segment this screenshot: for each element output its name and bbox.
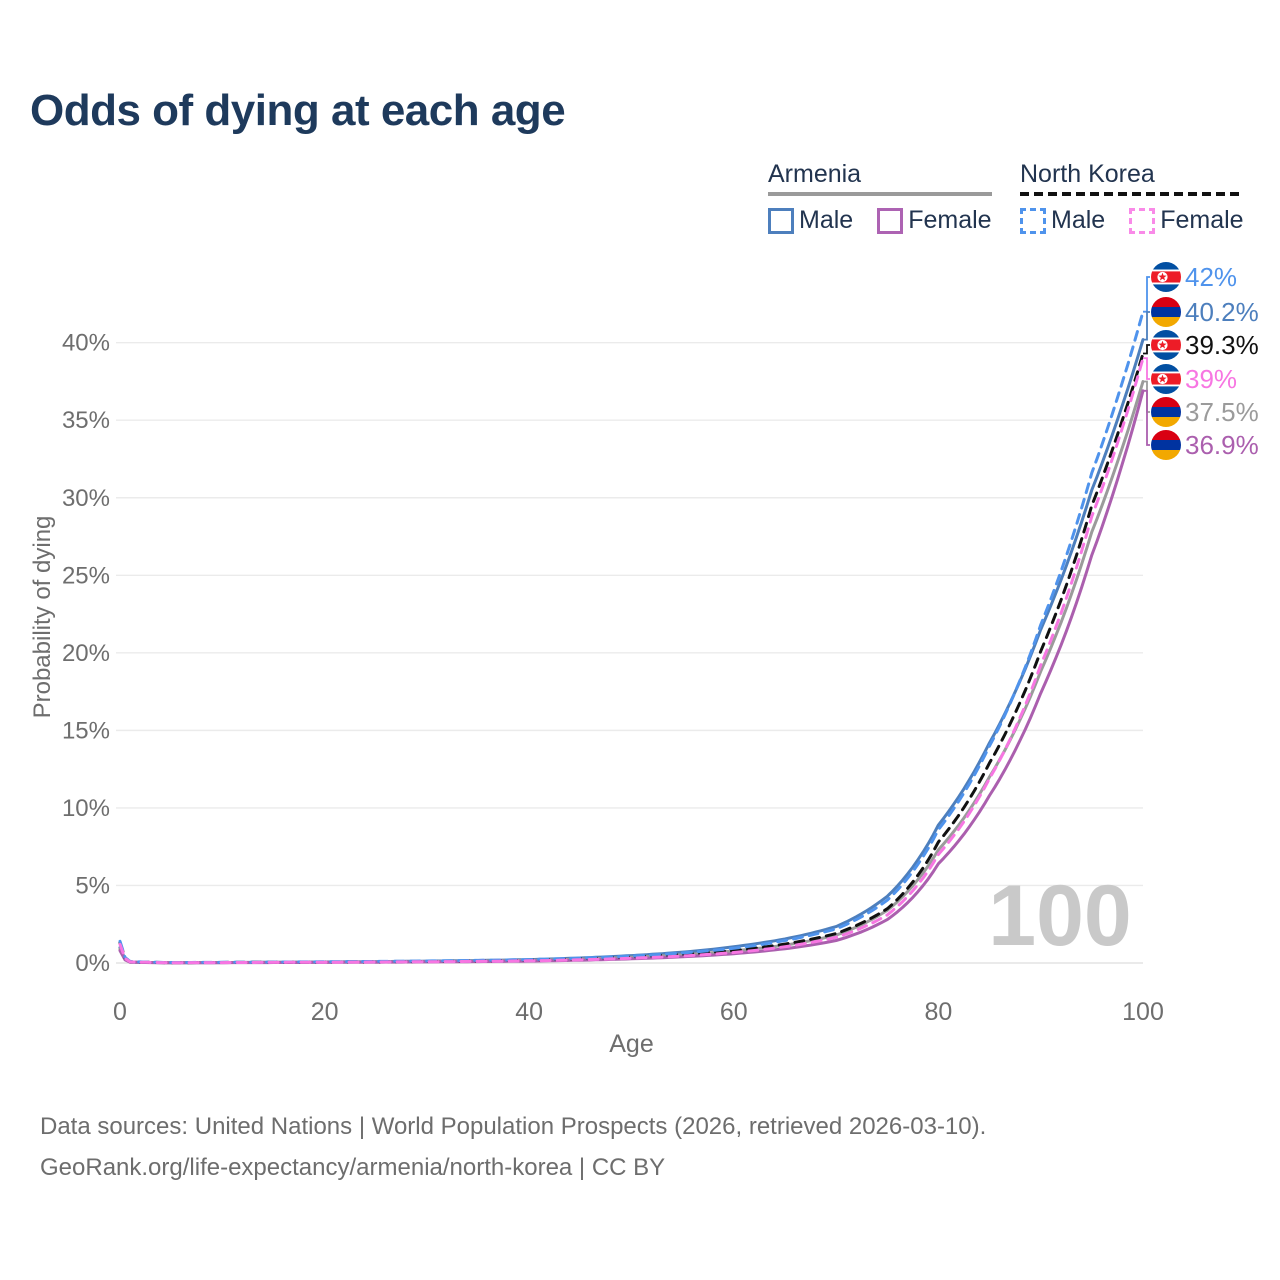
end-label-value: 39.3% xyxy=(1185,330,1259,360)
y-axis-tick-label: 5% xyxy=(75,872,110,899)
chart-footer: Data sources: United Nations | World Pop… xyxy=(40,1106,1240,1188)
legend-item-armenia-female[interactable]: Female xyxy=(877,206,992,235)
armenia-flag-icon xyxy=(1151,297,1181,327)
x-axis-tick-label: 80 xyxy=(924,998,952,1026)
legend-item-label: Female xyxy=(1160,206,1244,234)
y-axis-tick-label: 20% xyxy=(62,640,110,667)
north-korea-flag-icon xyxy=(1151,262,1181,292)
hover-age-watermark: 100 xyxy=(988,868,1132,964)
y-axis-tick-label: 15% xyxy=(62,717,110,744)
armenia-flag-icon xyxy=(1151,397,1181,427)
y-axis-tick-label: 0% xyxy=(75,950,110,977)
y-axis-tick-label: 40% xyxy=(62,330,110,357)
end-label-connector xyxy=(1143,344,1150,355)
attribution-link-text[interactable]: GeoRank.org/life-expectancy/armenia/nort… xyxy=(40,1154,666,1181)
end-label-armenia-male: 40.2% xyxy=(1151,297,1259,327)
legend-group-north-korea: North Korea Male Female xyxy=(1020,160,1244,235)
legend-north-korea-linestyle-sample xyxy=(1020,192,1244,196)
legend-item-label: Female xyxy=(908,206,992,234)
end-label-north-korea-male: 42% xyxy=(1151,262,1237,292)
curve-north-korea-female xyxy=(118,356,1145,965)
end-label-connector xyxy=(1143,389,1150,446)
data-sources-text: Data sources: United Nations | World Pop… xyxy=(40,1113,987,1140)
end-label-connector xyxy=(1143,276,1150,313)
legend-item-armenia-male[interactable]: Male xyxy=(768,206,853,235)
north-korea-female-swatch-icon xyxy=(1129,207,1156,234)
x-axis-tick-label: 40 xyxy=(515,998,543,1026)
x-axis-tick-label: 20 xyxy=(311,998,339,1026)
legend-item-label: Male xyxy=(799,206,854,234)
end-label-value: 36.9% xyxy=(1185,430,1259,460)
end-label-value: 39% xyxy=(1185,364,1237,394)
x-axis-tick-label: 100 xyxy=(1122,998,1164,1026)
x-axis-title: Age xyxy=(609,1030,653,1058)
north-korea-flag-icon xyxy=(1151,330,1181,360)
x-axis-tick-label: 60 xyxy=(720,998,748,1026)
end-label-value: 42% xyxy=(1185,262,1237,292)
armenia-female-swatch-icon xyxy=(877,207,904,234)
end-label-armenia-female: 36.9% xyxy=(1151,430,1259,460)
legend-armenia-linestyle-sample xyxy=(768,192,992,196)
legend-item-label: Male xyxy=(1051,206,1106,234)
end-label-north-korea-both: 39.3% xyxy=(1151,330,1259,360)
legend-country-north-korea[interactable]: North Korea xyxy=(1020,160,1155,188)
north-korea-flag-icon xyxy=(1151,364,1181,394)
legend-country-armenia[interactable]: Armenia xyxy=(768,160,862,188)
y-axis-title: Probability of dying xyxy=(29,516,56,719)
page-title: Odds of dying at each age xyxy=(30,86,566,135)
x-axis-tick-label: 0 xyxy=(113,998,127,1026)
end-label-value: 37.5% xyxy=(1185,397,1259,427)
north-korea-male-swatch-icon xyxy=(1020,207,1046,234)
end-label-value: 40.2% xyxy=(1185,297,1259,327)
armenia-flag-icon xyxy=(1151,430,1181,460)
legend-group-armenia: Armenia Male Female xyxy=(768,160,992,235)
armenia-male-swatch-icon xyxy=(768,207,794,234)
legend-item-north-korea-male[interactable]: Male xyxy=(1020,206,1105,235)
y-axis-tick-label: 30% xyxy=(62,485,110,512)
legend-item-north-korea-female[interactable]: Female xyxy=(1129,206,1244,235)
end-label-north-korea-female: 39% xyxy=(1151,364,1237,394)
end-label-connector xyxy=(1143,311,1150,341)
plot-hover-region[interactable] xyxy=(120,255,1143,963)
end-label-connector xyxy=(1143,357,1150,380)
y-axis-tick-label: 10% xyxy=(62,795,110,822)
y-axis-tick-label: 35% xyxy=(62,407,110,434)
end-label-armenia-both: 37.5% xyxy=(1151,397,1259,427)
y-axis-tick-label: 25% xyxy=(62,562,110,589)
